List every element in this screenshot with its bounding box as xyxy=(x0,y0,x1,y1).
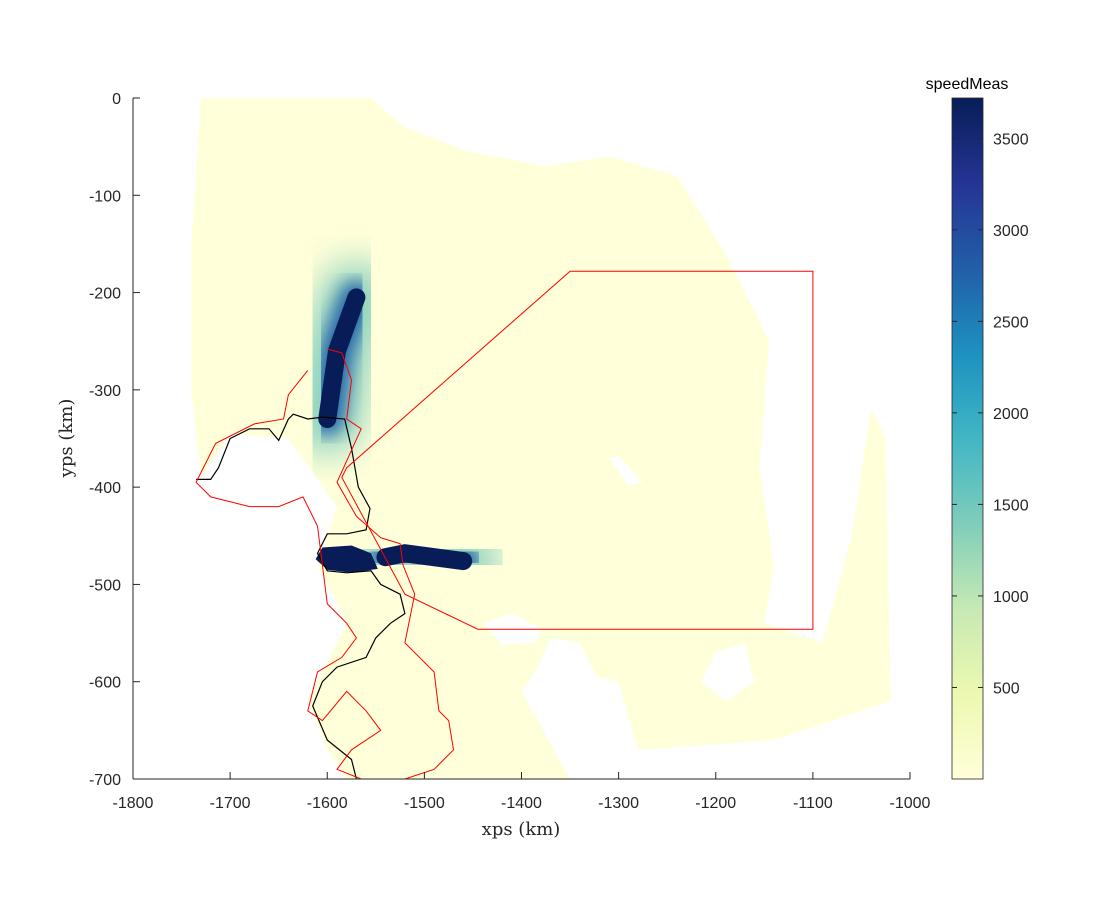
x-tick-label: -1400 xyxy=(501,795,542,812)
y-tick-label: -500 xyxy=(89,577,121,594)
fast-shelf-patch xyxy=(315,545,378,573)
colorbar-tick-label: 1000 xyxy=(993,589,1029,606)
colorbar-tick-label: 2500 xyxy=(993,314,1029,331)
overlay-lines xyxy=(195,270,814,779)
colorbar-tick-label: 3000 xyxy=(993,223,1029,240)
x-tick-label: -1200 xyxy=(695,795,736,812)
colorbar-tick-label: 3500 xyxy=(993,131,1029,148)
x-tick-label: -1600 xyxy=(307,795,348,812)
y-axis-label: yps (km) xyxy=(56,399,77,479)
colorbar-gradient xyxy=(951,97,984,780)
colorbar-tick-label: 1500 xyxy=(993,497,1029,514)
x-axis-label: xps (km) xyxy=(482,819,561,840)
y-tick-label: -700 xyxy=(89,772,121,789)
data-gap xyxy=(701,642,755,702)
y-tick-label: -600 xyxy=(89,675,121,692)
colorbar-ticks: 500 1000 1500 2000 2500 3000 3500 xyxy=(952,131,1029,697)
speed-field xyxy=(191,98,891,779)
colorbar: speedMeas 500 1000 1500 2000 2500 3000 3500 xyxy=(926,76,1029,780)
data-gap xyxy=(531,637,600,702)
x-tick-label: -1000 xyxy=(890,795,931,812)
colorbar-tick-label: 2000 xyxy=(993,406,1029,423)
colorbar-tick-label: 500 xyxy=(993,680,1020,697)
y-tick-label: -200 xyxy=(89,286,121,303)
flow-core-upper_glacier_trunk xyxy=(318,288,366,428)
x-tick-label: -1800 xyxy=(113,795,154,812)
colorbar-title: speedMeas xyxy=(926,76,1009,93)
grounding-line xyxy=(195,348,455,779)
x-tick-label: -1700 xyxy=(210,795,251,812)
x-tick-label: -1100 xyxy=(793,795,833,812)
plot-area xyxy=(191,98,891,779)
flow-core-lower_ice_shelf_trunk xyxy=(376,544,473,571)
y-tick-label: 0 xyxy=(112,91,121,108)
ice-front-line xyxy=(196,413,406,779)
axes: -1800 -1700 -1600 -1500 -1400 -1300 -1200 -1100… xyxy=(56,91,931,840)
x-ticks: -1800 -1700 -1600 -1500 -1400 -1300 -1200 -1100… xyxy=(113,772,931,812)
data-gap xyxy=(608,456,643,486)
x-tick-label: -1500 xyxy=(404,795,445,812)
y-tick-label: -300 xyxy=(89,383,121,400)
y-tick-label: -400 xyxy=(89,480,121,497)
y-ticks: 0 -100 -200 -300 -400 -500 -600 -700 xyxy=(89,91,140,789)
y-tick-label: -100 xyxy=(89,188,121,205)
model-boundary-polygon xyxy=(341,270,814,630)
x-tick-label: -1300 xyxy=(598,795,639,812)
